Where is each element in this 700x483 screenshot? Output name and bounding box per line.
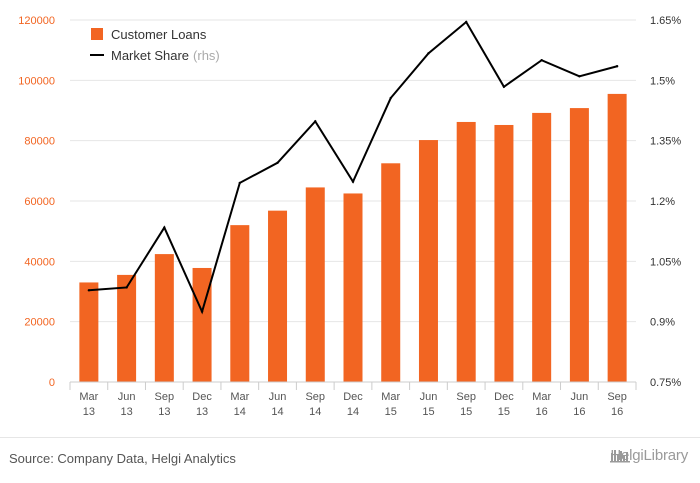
bar [607,93,627,383]
x-axis-tick-label: Sep 14 [305,391,325,418]
x-axis-tick-label: Mar 16 [532,391,551,418]
right-axis-tick-label: 1.65% [650,15,681,27]
bar [418,140,438,382]
x-axis-tick-label: Sep 16 [607,391,627,418]
bar [192,267,212,382]
chart-canvas: 0 20000 40000 60000 80000 100000 120000 0.75% 0.… [18,15,681,418]
line-point [427,52,430,55]
legend-label-market-share: Market Share (rhs) [111,48,220,63]
bar [305,187,325,382]
source-note: Source: Company Data, Helgi Analytics [9,451,236,466]
legend-swatch-customer-loans [91,28,103,40]
bar [154,254,174,382]
right-axis-tick-label: 1.05% [650,256,681,268]
line-point [502,85,506,88]
x-axis-tick-label: Jun 15 [420,391,438,418]
right-axis-tick-label: 1.35% [650,136,681,148]
line-point [314,120,317,123]
legend: Customer Loans Market Share (rhs) [90,27,220,63]
bar [494,124,514,382]
left-axis-tick-label: 80000 [24,136,55,148]
x-axis-tick-label: Mar 13 [79,391,98,418]
helgi-library-logo-icon [610,450,631,463]
x-axis-tick-label: Mar 14 [230,391,249,418]
left-axis-tick-label: 40000 [24,256,55,268]
right-axis-tick-label: 0.75% [650,377,681,389]
line-point [163,226,166,229]
left-axis-tick-label: 20000 [24,317,55,329]
x-axis-tick-label: Dec 15 [494,391,514,418]
axes: 0 20000 40000 60000 80000 100000 120000 0.75% 0.… [18,15,681,418]
left-axis-tick-label: 0 [49,377,55,389]
right-axis-tick-label: 0.9% [650,317,675,329]
bar [343,193,363,382]
helgi-library-logo: HelgiLibrary [610,447,688,464]
line-point [540,59,543,62]
x-axis-tick-label: Dec 14 [343,391,363,418]
left-axis-tick-label: 120000 [18,15,55,27]
bar-series-customer-loans [79,93,627,383]
x-axis-tick-label: Dec 13 [192,391,212,418]
legend-label-customer-loans: Customer Loans [111,27,207,42]
line-point [276,161,279,164]
x-axis-tick-label: Mar 15 [381,391,400,418]
line-point [125,286,128,289]
line-point [87,289,91,292]
bar [569,108,589,382]
line-point [578,75,581,78]
bar [532,112,552,382]
bar [79,282,99,382]
line-series-market-share [87,20,619,315]
logo-text: HelgiLibrary [610,447,688,464]
left-axis-tick-label: 60000 [24,196,55,208]
bar [268,210,288,382]
footer-divider [0,437,700,438]
right-axis-tick-label: 1.2% [650,196,675,208]
bar [381,163,401,382]
line-point [200,310,204,313]
line-point [389,96,392,100]
bar [230,225,250,382]
line-point [615,65,619,68]
x-axis-tick-label: Jun 14 [269,391,287,418]
line-point [351,180,355,183]
right-axis-tick-label: 1.5% [650,75,675,87]
line-point [465,20,468,24]
x-axis-tick-label: Jun 16 [571,391,589,418]
bar [456,121,476,383]
bar [117,274,137,382]
x-axis-tick-label: Sep 13 [155,391,175,418]
x-axis-tick-label: Jun 13 [118,391,136,418]
left-axis-tick-label: 100000 [18,75,55,87]
line-point [238,181,241,185]
x-axis-tick-label: Sep 15 [456,391,476,418]
